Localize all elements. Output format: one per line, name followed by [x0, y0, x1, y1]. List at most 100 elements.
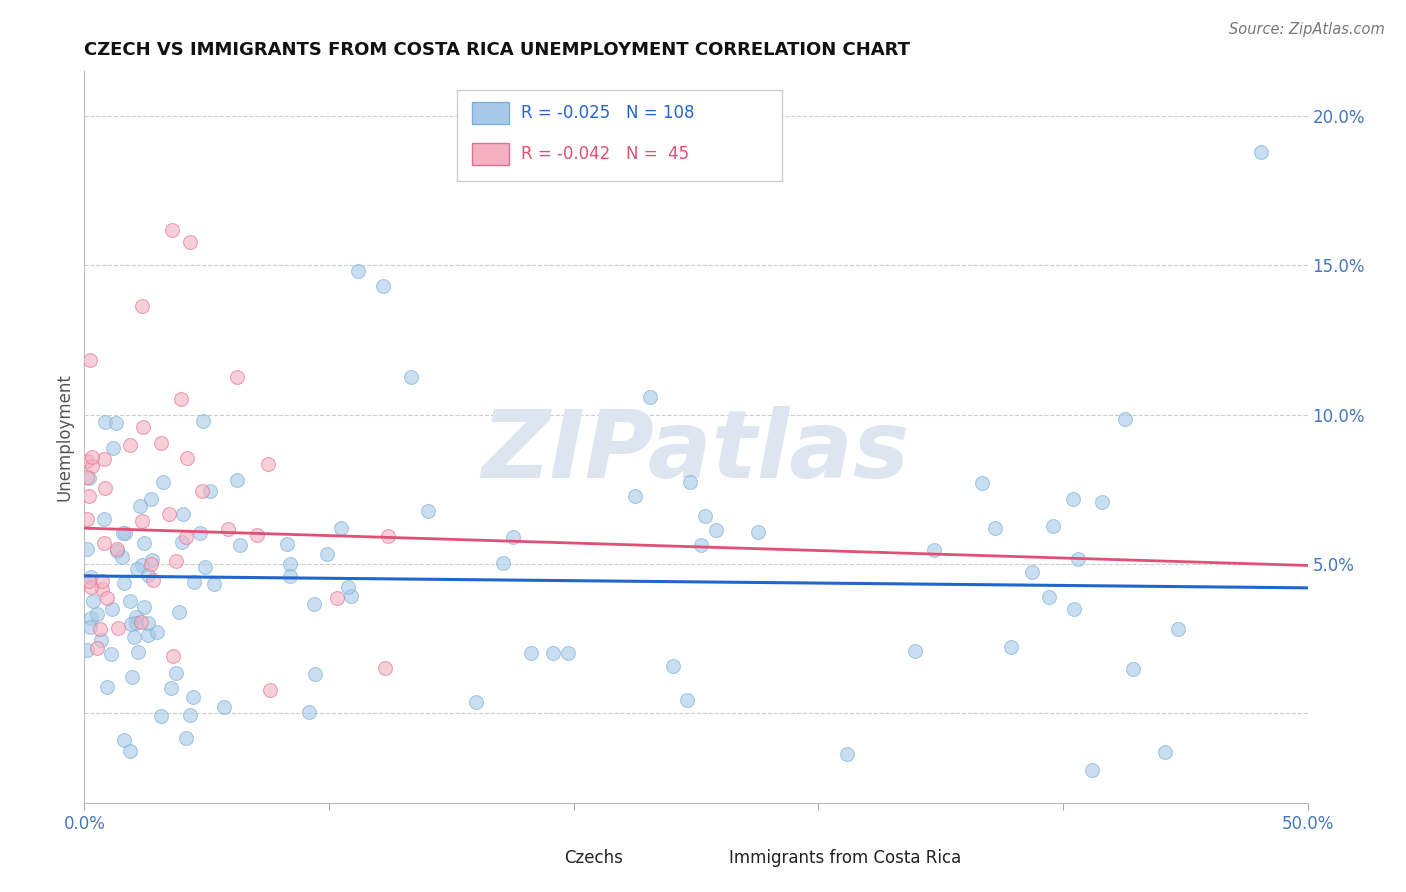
Point	[557, 646, 579, 660]
Point	[217, 522, 239, 536]
FancyBboxPatch shape	[683, 847, 718, 868]
Point	[1067, 551, 1090, 566]
Point	[371, 279, 394, 293]
Point	[276, 537, 298, 551]
Point	[1153, 746, 1175, 760]
Point	[93, 452, 115, 467]
Point	[172, 508, 194, 522]
Point	[142, 574, 165, 588]
Point	[183, 574, 205, 589]
Point	[79, 489, 101, 503]
Point	[103, 442, 125, 456]
Point	[93, 512, 115, 526]
Point	[76, 470, 98, 484]
Text: R = -0.042   N =  45: R = -0.042 N = 45	[522, 145, 689, 163]
Point	[377, 529, 399, 543]
Point	[1114, 412, 1136, 426]
Point	[80, 580, 103, 594]
Point	[1122, 662, 1144, 676]
Point	[118, 744, 141, 758]
Point	[638, 390, 661, 404]
Point	[105, 541, 128, 556]
Point	[94, 481, 117, 495]
Point	[149, 436, 172, 450]
Point	[79, 352, 101, 367]
Text: Czechs: Czechs	[564, 848, 623, 867]
Point	[1250, 145, 1272, 159]
Point	[502, 530, 524, 544]
Point	[165, 666, 187, 681]
Point	[77, 574, 100, 588]
Point	[90, 574, 112, 589]
Point	[226, 474, 249, 488]
Point	[174, 530, 197, 544]
Point	[76, 454, 98, 468]
Point	[76, 642, 98, 657]
Point	[93, 536, 115, 550]
Point	[662, 658, 685, 673]
Point	[337, 580, 360, 594]
Point	[347, 264, 370, 278]
Point	[1081, 763, 1104, 777]
Point	[904, 644, 927, 658]
Point	[1062, 492, 1084, 507]
Point	[922, 542, 945, 557]
Point	[181, 690, 204, 704]
FancyBboxPatch shape	[457, 90, 782, 181]
Point	[80, 458, 103, 473]
Point	[416, 504, 439, 518]
Point	[118, 891, 141, 892]
Point	[100, 647, 122, 661]
Point	[82, 594, 104, 608]
Point	[132, 420, 155, 434]
Point	[316, 547, 339, 561]
Point	[111, 550, 134, 565]
Point	[278, 557, 301, 571]
Point	[259, 683, 281, 698]
Text: Immigrants from Costa Rica: Immigrants from Costa Rica	[728, 848, 962, 867]
Point	[188, 525, 211, 540]
Point	[693, 509, 716, 524]
Point	[80, 611, 103, 625]
Point	[689, 538, 711, 552]
Point	[96, 591, 118, 605]
Point	[125, 610, 148, 624]
Point	[82, 450, 104, 464]
Point	[101, 601, 124, 615]
Point	[76, 511, 98, 525]
Point	[122, 630, 145, 644]
Point	[1042, 518, 1064, 533]
Point	[1038, 590, 1060, 604]
Point	[1091, 495, 1114, 509]
Point	[170, 534, 193, 549]
Point	[125, 616, 148, 631]
Point	[129, 500, 152, 514]
Point	[193, 559, 215, 574]
Point	[984, 521, 1007, 535]
Point	[166, 554, 188, 568]
Text: ZIPatlas: ZIPatlas	[482, 406, 910, 498]
Point	[162, 222, 184, 236]
Point	[399, 369, 422, 384]
Point	[256, 457, 278, 471]
Point	[125, 561, 148, 575]
Point	[77, 471, 100, 485]
Point	[191, 484, 214, 499]
Point	[152, 475, 174, 489]
Point	[492, 556, 515, 570]
Point	[132, 600, 155, 615]
Point	[837, 747, 859, 762]
Point	[90, 582, 112, 597]
Point	[131, 514, 153, 528]
Text: Source: ZipAtlas.com: Source: ZipAtlas.com	[1229, 22, 1385, 37]
Point	[302, 597, 325, 611]
Point	[118, 438, 141, 452]
Point	[141, 553, 163, 567]
Point	[176, 450, 198, 465]
Point	[129, 615, 152, 629]
Point	[131, 300, 153, 314]
Point	[136, 627, 159, 641]
Point	[94, 415, 117, 429]
Point	[162, 648, 184, 663]
Point	[339, 589, 361, 603]
